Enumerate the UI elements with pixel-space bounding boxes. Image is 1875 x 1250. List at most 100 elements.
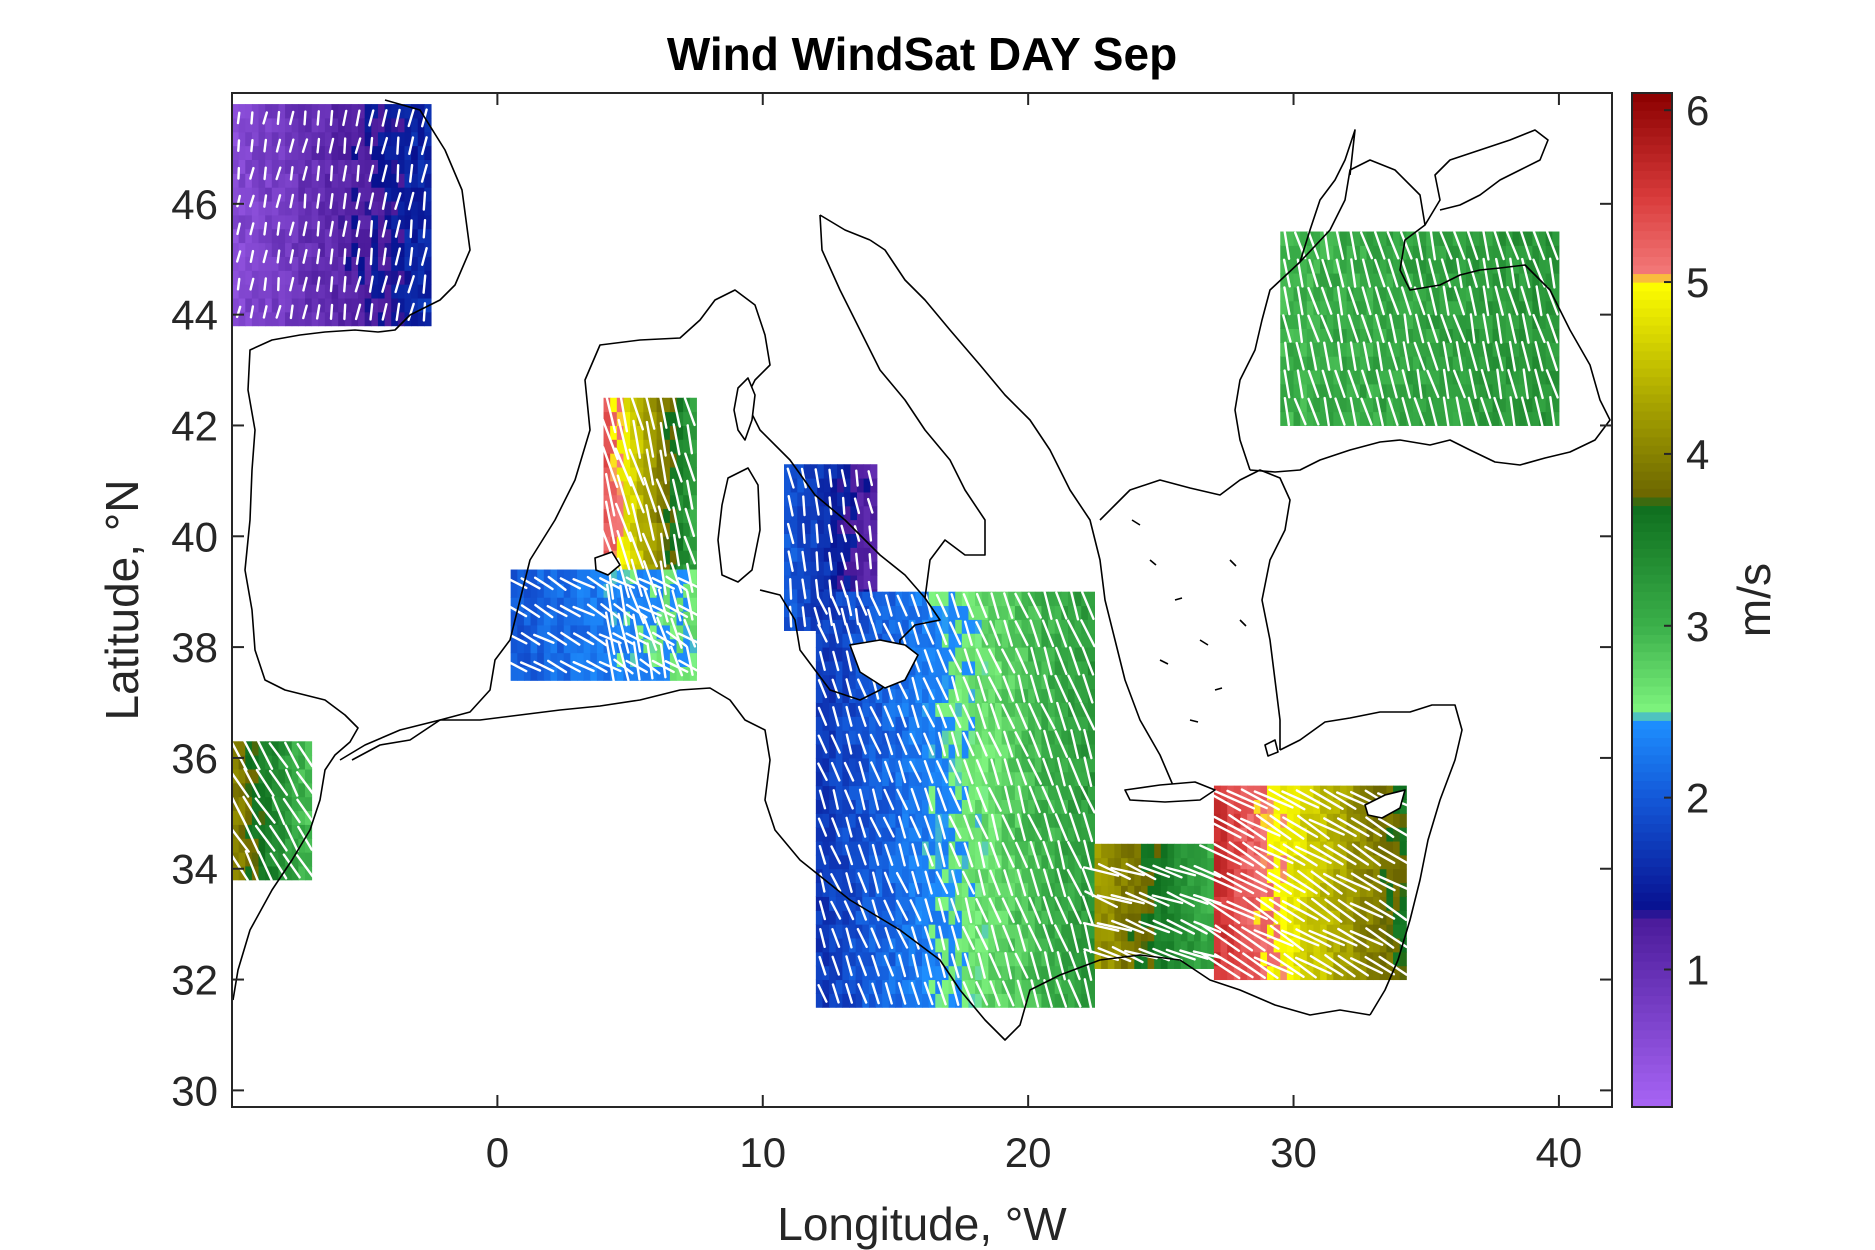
wind-cell [1320, 896, 1328, 911]
wind-vector [1400, 286, 1412, 316]
wind-vector [1365, 927, 1395, 949]
colorbar-step [1632, 651, 1672, 661]
wind-cell [1472, 411, 1480, 426]
wind-cell [1041, 744, 1049, 759]
wind-cell [908, 771, 916, 787]
wind-vector [788, 605, 793, 628]
colorbar-step [1632, 479, 1672, 489]
wind-vector [263, 138, 268, 153]
wind-cell [902, 841, 910, 856]
wind-cell [1406, 259, 1414, 274]
wind-cell [1333, 245, 1341, 260]
wind-cell [797, 464, 805, 479]
wind-vector [1534, 368, 1544, 400]
wind-vector [989, 620, 1001, 647]
wind-cell [530, 652, 538, 667]
wind-cell [1339, 397, 1348, 413]
wind-vector [1041, 785, 1055, 814]
wind-cell [842, 924, 850, 939]
colorbar-step [1632, 333, 1672, 343]
y-tick-label: 42 [171, 402, 218, 449]
wind-cell [941, 910, 950, 925]
wind-cell [1286, 383, 1295, 399]
wind-vector [1415, 230, 1424, 261]
wind-cell [1180, 940, 1188, 956]
wind-cell [391, 311, 399, 327]
wind-cell [404, 228, 412, 244]
wind-cell [842, 730, 850, 745]
wind-cell [1353, 259, 1361, 274]
wind-cell [1479, 314, 1487, 329]
colorbar-step [1632, 204, 1672, 214]
wind-cell [1366, 259, 1374, 274]
wind-vector [1255, 897, 1292, 924]
wind-vector [672, 533, 681, 567]
wind-vector [962, 676, 975, 701]
wind-vector [1427, 341, 1439, 371]
wind-cell [803, 602, 812, 618]
wind-cell [291, 852, 299, 867]
wind-cell [610, 583, 618, 598]
wind-cell [849, 702, 857, 717]
wind-cell [285, 187, 293, 202]
wind-vector [787, 495, 794, 517]
colorbar-step [1632, 488, 1672, 498]
wind-vector [1307, 369, 1320, 398]
wind-cell [324, 201, 333, 216]
wind-cell [1121, 885, 1129, 900]
wind-vector [962, 731, 975, 757]
wind-cell [1539, 259, 1547, 274]
wind-cell [1366, 231, 1374, 246]
wind-vector [670, 451, 683, 483]
wind-cell [1114, 843, 1122, 859]
wind-cell [1479, 383, 1487, 399]
wind-cell [610, 453, 618, 468]
wind-cell [1200, 954, 1208, 969]
wind-cell [656, 425, 664, 440]
wind-cell [1326, 314, 1334, 329]
wind-cell [238, 796, 246, 812]
wind-cell [1240, 882, 1248, 897]
wind-vector [989, 841, 1001, 868]
wind-cell [862, 951, 870, 967]
wind-cell [1505, 314, 1513, 329]
wind-vector [856, 927, 868, 949]
wind-vector [289, 276, 295, 292]
wind-vector [1281, 790, 1320, 809]
wind-cell [411, 311, 419, 327]
wind-vector [407, 302, 415, 322]
wind-cell [1466, 356, 1474, 371]
wind-cell [868, 910, 877, 925]
wind-cell [835, 841, 843, 856]
wind-cell [1001, 910, 1009, 925]
wind-cell [1167, 954, 1175, 969]
wind-cell [265, 810, 273, 825]
wind-cell [649, 425, 658, 440]
wind-cell [888, 951, 896, 967]
colorbar-step [1632, 943, 1672, 953]
wind-vector [686, 562, 694, 593]
wind-cell [803, 588, 812, 604]
wind-cell [1101, 913, 1109, 928]
wind-cell [1247, 868, 1255, 884]
wind-cell [935, 688, 943, 704]
wind-cell [1339, 245, 1348, 260]
wind-vector [909, 760, 922, 783]
wind-cell [797, 533, 805, 548]
wind-cell [981, 619, 989, 634]
wind-vector [1213, 843, 1255, 867]
wind-cell [1545, 259, 1553, 274]
colorbar-step [1632, 402, 1672, 412]
wind-cell [1220, 827, 1228, 842]
wind-vector [631, 503, 643, 542]
wind-cell [663, 411, 671, 426]
wind-cell [1333, 938, 1341, 953]
wind-vector [853, 525, 861, 542]
wind-cell [636, 666, 644, 681]
wind-cell [1373, 965, 1381, 981]
wind-cell [915, 633, 923, 648]
wind-vector [244, 822, 260, 854]
wind-cell [895, 605, 903, 620]
wind-vector [1324, 953, 1356, 978]
wind-cell [344, 201, 352, 216]
